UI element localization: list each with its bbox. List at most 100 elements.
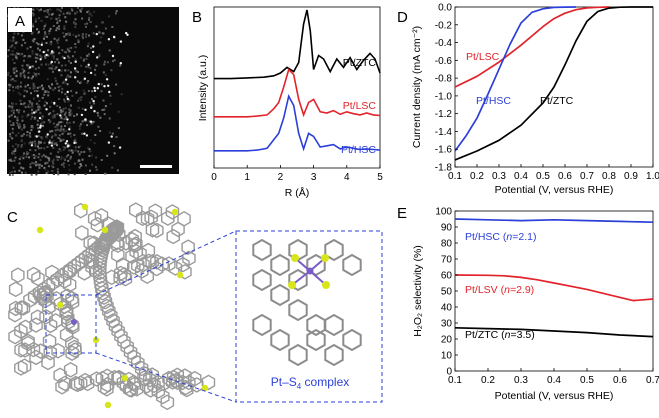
stem-speckle (57, 37, 60, 40)
stem-speckle (62, 130, 65, 133)
x-tick-label-b: 5 (377, 172, 383, 183)
stem-speckle (90, 154, 93, 157)
stem-speckle (68, 33, 71, 36)
stem-speckle (9, 39, 12, 42)
stem-bright-atom (74, 76, 77, 79)
stem-speckle (62, 81, 65, 84)
stem-speckle (14, 156, 17, 159)
stem-speckle (38, 166, 41, 169)
stem-speckle (31, 8, 34, 11)
stem-speckle (85, 33, 88, 36)
stem-speckle (22, 71, 25, 74)
stem-speckle (102, 99, 105, 102)
stem-speckle (77, 160, 80, 163)
stem-speckle (44, 100, 47, 103)
stem-speckle (56, 19, 59, 22)
stem-speckle (45, 35, 48, 38)
stem-speckle (46, 161, 49, 164)
stem-speckle (26, 47, 29, 50)
y-tick-label-e: 80 (441, 239, 453, 250)
carbon-ring (141, 242, 156, 259)
carbon-ring (26, 266, 41, 283)
stem-speckle (21, 115, 24, 118)
carbon-ring (140, 268, 155, 285)
stem-speckle (58, 89, 61, 92)
carbon-ring (57, 273, 72, 289)
stem-speckle (53, 37, 56, 40)
stem-speckle (61, 7, 63, 9)
stem-speckle (18, 109, 21, 112)
carbon-ring (149, 222, 164, 239)
stem-speckle (13, 153, 16, 155)
stem-speckle (56, 42, 59, 44)
stem-bright-atom (46, 133, 49, 136)
stem-speckle (44, 32, 47, 35)
carbon-ring (30, 309, 45, 326)
stem-bright-atom (42, 50, 45, 54)
stem-speckle (47, 165, 50, 168)
stem-speckle (68, 126, 71, 128)
x-tick-label-e: 0.6 (613, 375, 627, 386)
stem-speckle (40, 147, 43, 150)
stem-speckle (27, 67, 30, 70)
stem-speckle (68, 164, 70, 166)
carbon-ring (147, 377, 161, 394)
stem-bright-atom (95, 32, 99, 36)
x-tick-label-d: 0.7 (580, 171, 594, 182)
stem-speckle (77, 106, 80, 109)
stem-speckle (41, 84, 43, 87)
stem-speckle (76, 11, 79, 14)
carbon-ring (138, 366, 153, 382)
stem-speckle (30, 118, 33, 120)
pt-atom (71, 319, 77, 325)
stem-speckle (21, 119, 24, 122)
stem-speckle (34, 135, 37, 137)
stem-speckle (56, 170, 59, 173)
panel-e-xlabel: Potential (V, versus RHE) (495, 390, 614, 402)
stem-speckle (57, 173, 60, 176)
stem-speckle (28, 54, 31, 57)
stem-speckle (48, 121, 51, 124)
stem-speckle (35, 60, 37, 63)
stem-speckle (60, 156, 63, 159)
stem-speckle (79, 9, 82, 12)
stem-speckle (70, 62, 72, 64)
x-tick-label-d: 0.8 (602, 171, 616, 182)
stem-speckle (76, 113, 78, 116)
stem-speckle (31, 115, 34, 118)
stem-speckle (56, 144, 58, 147)
stem-speckle (79, 81, 82, 84)
stem-speckle (68, 113, 71, 116)
stem-speckle (68, 47, 71, 50)
stem-speckle (21, 171, 23, 174)
stem-speckle (11, 137, 14, 140)
stem-bright-atom (126, 33, 129, 36)
x-tick-label-d: 1.0 (646, 171, 659, 182)
carbon-ring (106, 313, 120, 329)
panel-e-lines (454, 218, 654, 338)
carbon-ring (77, 265, 92, 281)
stem-speckle (51, 169, 54, 172)
carbon-ring (18, 319, 33, 336)
stem-speckle (50, 67, 53, 70)
stem-speckle (64, 107, 67, 110)
stem-bright-atom (66, 118, 69, 121)
stem-speckle (58, 98, 61, 100)
stem-speckle (70, 149, 73, 152)
stem-speckle (74, 138, 77, 141)
stem-speckle (81, 120, 84, 123)
stem-bright-atom (40, 43, 43, 46)
stem-speckle (111, 132, 114, 135)
carbon-ring (42, 333, 57, 350)
stem-speckle (8, 115, 11, 118)
label-pt-hsc-e: Pt/HSC (n=2.1) (465, 231, 537, 243)
stem-speckle (69, 104, 72, 107)
panel-b-ylabel: Intensity (a.u.) (197, 55, 209, 122)
stem-speckle (32, 25, 35, 28)
stem-speckle (19, 93, 22, 96)
stem-speckle (62, 148, 65, 151)
carbon-ring (179, 381, 194, 398)
stem-speckle (58, 148, 61, 151)
stem-speckle (49, 130, 52, 133)
stem-speckle (32, 8, 35, 11)
